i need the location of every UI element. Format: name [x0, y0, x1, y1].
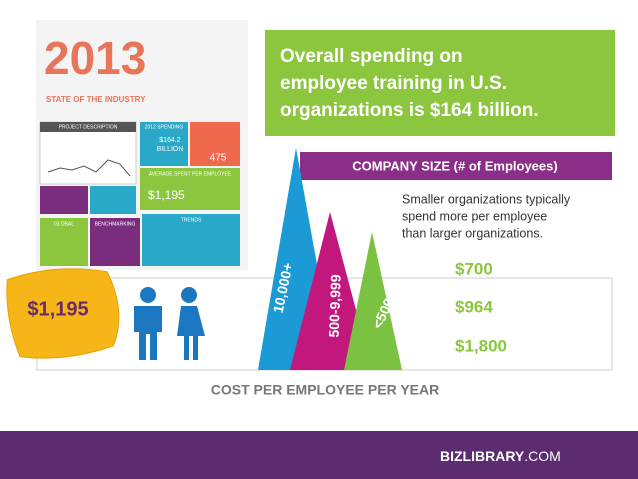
person-head: [140, 287, 156, 303]
size-heading-bar: [300, 152, 612, 180]
panel: [190, 122, 240, 166]
note-line: than larger organizations.: [402, 226, 543, 240]
person-head: [181, 287, 197, 303]
headline-line: organizations is $164 billion.: [280, 100, 539, 121]
tag-shape: [6, 268, 120, 359]
note-line: spend more per employee: [402, 209, 547, 223]
headline-box: [265, 30, 615, 136]
cost-value: $1,800: [455, 336, 507, 355]
panel-label: AVERAGE SPENT PER EMPLOYEE: [149, 171, 232, 177]
panel-label: GLOBAL: [54, 221, 74, 227]
note-line: Smaller organizations typically: [402, 192, 571, 206]
panel: [90, 218, 140, 266]
footer-brand: BIZLIBRARY.COM: [440, 448, 561, 464]
panel: [40, 186, 88, 214]
size-heading: COMPANY SIZE (# of Employees): [352, 158, 557, 173]
panel: [140, 168, 240, 210]
panel: [140, 122, 188, 166]
panel: [39, 121, 137, 185]
panel-label: BENCHMARKING: [95, 221, 136, 227]
cover-year: 2013: [44, 32, 146, 84]
average-value: $1,195: [27, 298, 88, 320]
cover-subtitle: STATE OF THE INDUSTRY: [46, 95, 146, 104]
report-cover: 2013 STATE OF THE INDUSTRY PROJECT DESCR…: [36, 20, 248, 270]
cover-spending-unit: BILLION: [157, 146, 184, 153]
panel-label: TRENDS: [181, 217, 202, 223]
person-male: [134, 306, 162, 360]
triangle-small: [344, 232, 402, 370]
headline-line: employee training in U.S.: [280, 73, 507, 94]
panel-label: 2012 SPENDING: [145, 124, 184, 130]
brand-rest: .COM: [524, 448, 561, 464]
people-icons: [134, 287, 205, 360]
panel-head: [40, 122, 136, 132]
size-label: 500-9,999: [326, 274, 344, 338]
panel: [40, 218, 88, 266]
cover-spending: $164.2: [159, 137, 181, 144]
cost-value: $700: [455, 259, 493, 278]
brand-bold: BIZLIBRARY: [440, 448, 525, 464]
panel: [90, 186, 136, 214]
panel: [142, 214, 240, 266]
person-female: [177, 306, 205, 360]
panel-label: PROJECT DESCRIPTION: [59, 124, 118, 130]
triangle-medium: [290, 212, 372, 370]
cost-value: $964: [455, 297, 493, 316]
footer: [0, 431, 638, 479]
cover-average: $1,195: [148, 188, 185, 202]
headline-line: Overall spending on: [280, 46, 463, 67]
axis-caption: COST PER EMPLOYEE PER YEAR: [211, 382, 439, 398]
cover-line: [47, 159, 131, 177]
average-tag: [6, 268, 120, 359]
cover-count: 475: [210, 153, 227, 164]
